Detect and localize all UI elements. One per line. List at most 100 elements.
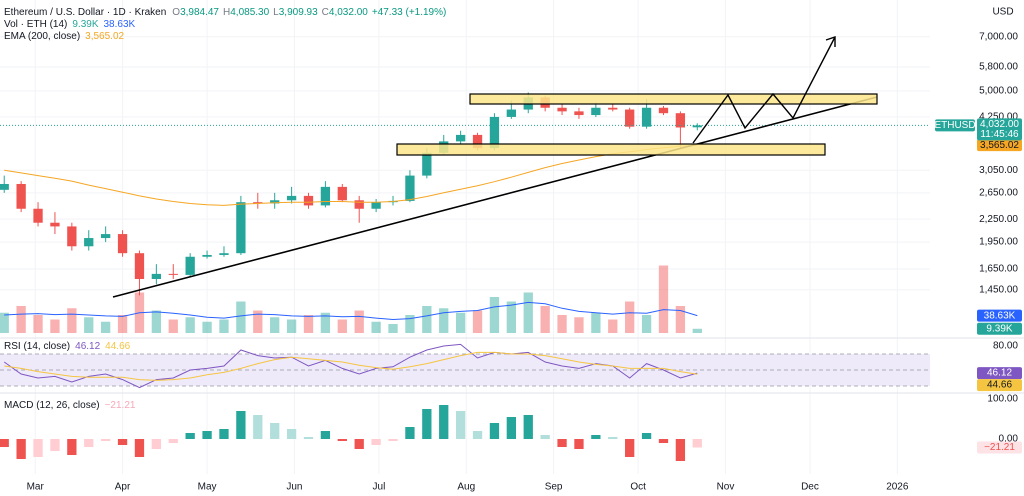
volume-ma-line bbox=[4, 301, 698, 321]
macd-bar bbox=[134, 439, 145, 457]
trend-line bbox=[112, 96, 878, 298]
rsi-ma-value: 44.66 bbox=[105, 341, 130, 352]
macd-bar bbox=[320, 431, 331, 439]
candle-body bbox=[506, 109, 516, 117]
rsi-line bbox=[4, 351, 698, 381]
macd-bar bbox=[371, 439, 381, 445]
candle-body bbox=[303, 195, 314, 206]
macd-bar bbox=[405, 427, 415, 439]
candle-body bbox=[658, 107, 669, 114]
price-change: +47.33 (+1.19%) bbox=[372, 7, 447, 18]
volume-title: Vol · ETH (14) bbox=[4, 19, 67, 30]
ohlc-key: C bbox=[322, 7, 329, 18]
candle-body bbox=[270, 200, 280, 204]
candle-body bbox=[253, 202, 263, 204]
ohlc-key: L bbox=[273, 7, 279, 18]
volume-bar bbox=[540, 306, 550, 333]
candle-body bbox=[84, 238, 94, 247]
volume-bar bbox=[101, 321, 111, 333]
macd-bar bbox=[574, 439, 584, 449]
x-tick-label: May bbox=[198, 482, 217, 493]
volume-bar bbox=[286, 319, 297, 333]
macd-bar bbox=[692, 439, 702, 448]
volume-bar bbox=[574, 317, 584, 333]
candle-body bbox=[185, 256, 195, 275]
candle-body bbox=[16, 183, 26, 209]
candle-body bbox=[354, 200, 364, 209]
y-tick-label: 2,250.00 bbox=[979, 214, 1018, 225]
y-tick-label: 1,650.00 bbox=[979, 264, 1018, 275]
candle-body bbox=[455, 134, 466, 142]
ema-badge-bg bbox=[977, 139, 1022, 152]
resistance-box bbox=[469, 93, 878, 105]
labels: Ethereum / U.S. Dollar · 1D · Kraken O3,9… bbox=[4, 7, 1022, 493]
volume-bar bbox=[117, 315, 128, 333]
macd-bar bbox=[67, 439, 77, 455]
volume-bar bbox=[84, 317, 94, 333]
rsi-title: RSI (14, close) bbox=[4, 341, 70, 352]
volume-bar bbox=[320, 312, 331, 333]
candle-body bbox=[641, 107, 652, 127]
macd-bar bbox=[489, 423, 500, 439]
macd-bar bbox=[117, 439, 128, 445]
candle-body bbox=[236, 202, 246, 254]
x-tick-label: Oct bbox=[630, 482, 646, 493]
y-tick-label: 1,450.00 bbox=[979, 284, 1018, 295]
macd-bar bbox=[625, 439, 635, 457]
macd-legend: MACD (12, 26, close) −21.21 bbox=[4, 400, 136, 411]
macd-bar bbox=[33, 439, 43, 457]
volume-legend: Vol · ETH (14) 9.39K 38.63K bbox=[4, 19, 136, 30]
candle-body bbox=[117, 234, 128, 254]
symbol-badge-bg bbox=[935, 119, 975, 132]
volume-bar bbox=[557, 315, 567, 333]
volume-bar bbox=[219, 319, 229, 333]
y-tick-label: 0.00 bbox=[999, 434, 1019, 445]
background bbox=[0, 0, 1024, 474]
macd-bar bbox=[675, 439, 686, 461]
y-tick-label: 80.00 bbox=[993, 341, 1018, 352]
candle-body bbox=[625, 109, 635, 127]
rsi-line bbox=[3, 343, 698, 389]
macd-value: −21.21 bbox=[105, 400, 136, 411]
y-tick-label: 5,800.00 bbox=[979, 62, 1018, 73]
marks bbox=[0, 92, 930, 461]
ohlc-value: 3,909.93 bbox=[279, 7, 318, 18]
volume-bar bbox=[0, 312, 9, 333]
volume-bar bbox=[675, 306, 686, 333]
macd-bar bbox=[540, 435, 550, 439]
volume-bar bbox=[692, 328, 702, 333]
macd-bar bbox=[388, 439, 398, 441]
y-tick-label: 7,000.00 bbox=[979, 31, 1018, 42]
support-box bbox=[396, 143, 826, 156]
ema-title: EMA (200, close) bbox=[4, 31, 80, 42]
macd-bar bbox=[337, 439, 347, 441]
y-tick-label: 5,000.00 bbox=[979, 85, 1018, 96]
rsi-badge-bg bbox=[977, 367, 1022, 380]
macd-bar bbox=[236, 411, 246, 439]
volume-bar bbox=[236, 301, 246, 333]
y-tick-label: 100.00 bbox=[987, 394, 1018, 405]
macd-bar bbox=[168, 439, 178, 443]
candle-body bbox=[591, 107, 601, 116]
x-tick-label: Aug bbox=[457, 482, 475, 493]
x-tick-label: Sep bbox=[545, 482, 563, 493]
macd-bar bbox=[286, 429, 297, 439]
macd-bar bbox=[84, 439, 94, 447]
rsi-legend: RSI (14, close) 46.12 44.66 bbox=[4, 341, 131, 352]
candle-body bbox=[286, 195, 297, 201]
y-tick-label: 1,950.00 bbox=[979, 237, 1018, 248]
volume-bar bbox=[641, 315, 652, 333]
volume-bar bbox=[253, 310, 263, 333]
candle-body bbox=[202, 254, 212, 257]
ohlc-value: 3,984.47 bbox=[180, 7, 219, 18]
x-tick-label: Jun bbox=[286, 482, 302, 493]
candle-body bbox=[168, 273, 178, 275]
candle-body bbox=[67, 226, 77, 247]
macd-bar bbox=[253, 415, 263, 439]
candle-body bbox=[489, 116, 500, 149]
drawings bbox=[112, 36, 878, 298]
macd-bar bbox=[641, 433, 652, 439]
macd-bar bbox=[202, 431, 212, 439]
x-tick-label: Nov bbox=[717, 482, 735, 493]
ohlc-value: 4,032.00 bbox=[329, 7, 368, 18]
